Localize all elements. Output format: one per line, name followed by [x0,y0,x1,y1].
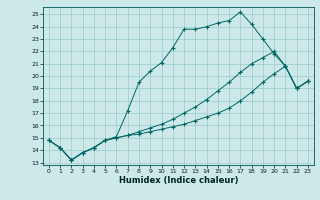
X-axis label: Humidex (Indice chaleur): Humidex (Indice chaleur) [119,176,238,185]
